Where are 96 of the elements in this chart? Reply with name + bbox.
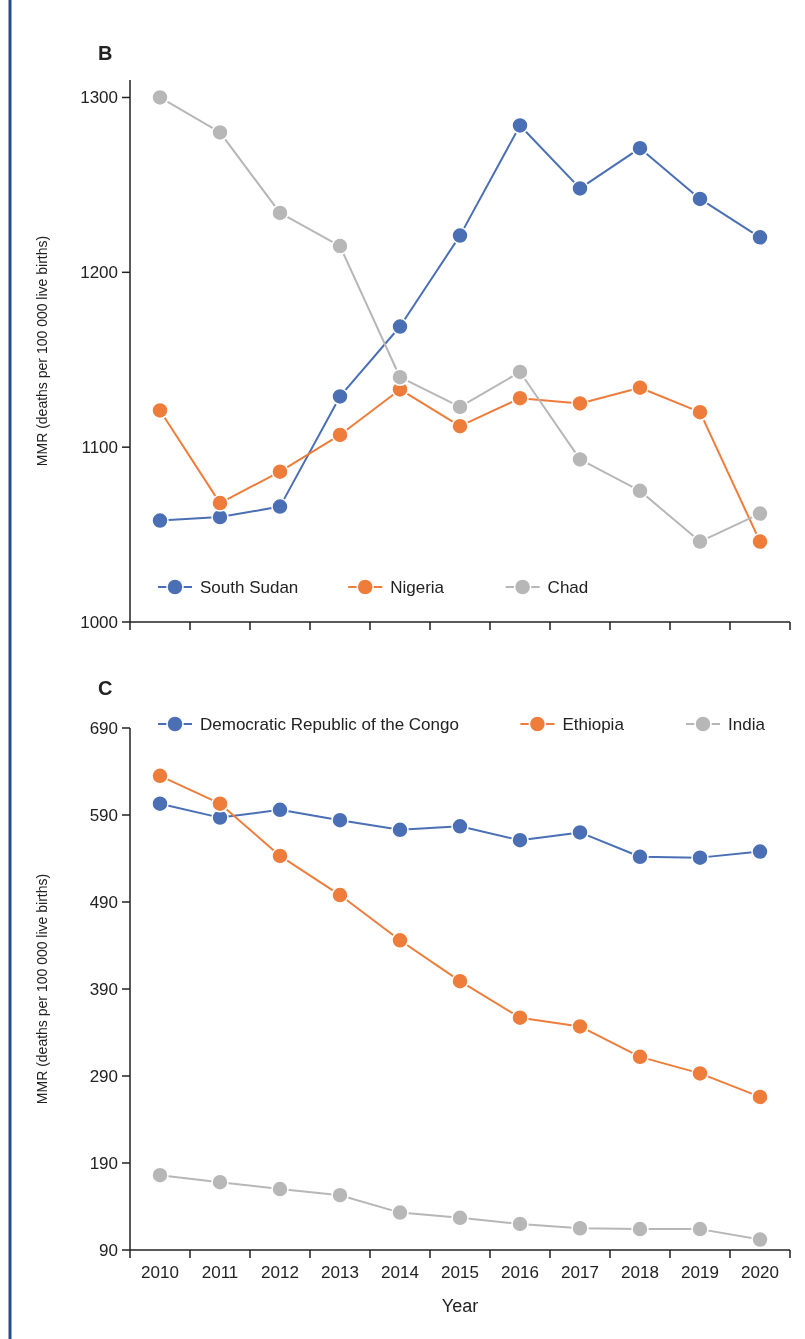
y-tick-label: 1000	[80, 613, 118, 632]
x-tick-label: 2016	[501, 1263, 539, 1282]
point	[631, 139, 649, 157]
x-tick-label: 2020	[741, 1263, 779, 1282]
point	[631, 848, 649, 866]
y-axis-title: MMR (deaths per 100 000 live births)	[34, 235, 50, 467]
point	[451, 398, 469, 416]
point	[331, 237, 349, 255]
point	[631, 378, 649, 397]
x-tick-label: 2015	[441, 1263, 479, 1282]
point	[511, 116, 529, 135]
point	[511, 831, 529, 849]
point	[391, 931, 409, 950]
point	[631, 1220, 649, 1238]
point	[631, 482, 649, 500]
point	[571, 823, 589, 842]
point	[631, 1048, 649, 1066]
x-tick-label: 2018	[621, 1263, 659, 1282]
x-tick-label: 2014	[381, 1263, 419, 1282]
y-tick-label: 490	[89, 893, 118, 912]
point	[391, 368, 409, 386]
point	[451, 226, 469, 245]
point	[331, 426, 349, 444]
point	[151, 511, 169, 530]
y-tick-label: 390	[89, 980, 118, 999]
x-tick-label: 2019	[681, 1263, 719, 1282]
point	[271, 462, 289, 481]
legend-label: Democratic Republic of the Congo	[200, 715, 459, 734]
point	[571, 1219, 589, 1237]
point	[451, 817, 469, 836]
y-axis-title: MMR (deaths per 100 000 live births)	[34, 873, 50, 1105]
legend-label: South Sudan	[200, 578, 299, 597]
legend-label: Chad	[547, 578, 589, 597]
point	[571, 394, 589, 413]
chart-title: C	[98, 677, 113, 699]
y-tick-label: 1200	[80, 263, 118, 283]
point	[751, 1088, 769, 1106]
point	[691, 848, 709, 867]
point	[271, 801, 289, 819]
point	[271, 847, 289, 865]
y-tick-label: 1300	[80, 88, 118, 108]
point	[451, 1209, 469, 1227]
x-tick-label: 2013	[321, 1263, 359, 1282]
point	[511, 1215, 529, 1233]
x-tick-label: 2011	[201, 1263, 239, 1282]
point	[211, 794, 229, 813]
y-tick-label: 1100	[81, 438, 118, 458]
y-tick-label: 90	[99, 1241, 118, 1260]
point	[211, 494, 229, 512]
point	[751, 228, 769, 247]
point	[391, 821, 409, 839]
point	[391, 317, 409, 336]
point	[691, 190, 709, 208]
chart-title: B	[98, 42, 113, 64]
point	[751, 532, 769, 551]
point	[151, 1166, 169, 1184]
point	[331, 811, 349, 829]
point	[151, 401, 169, 420]
point	[511, 1008, 529, 1027]
point	[571, 179, 589, 198]
legend-label: Ethiopia	[562, 715, 625, 734]
point	[211, 1173, 229, 1191]
y-tick-label: 290	[89, 1067, 118, 1086]
legend-label: Nigeria	[390, 578, 445, 597]
point	[691, 403, 709, 421]
y-tick-label: 690	[89, 719, 118, 738]
x-tick-label: 2017	[561, 1263, 599, 1282]
point	[691, 532, 709, 551]
x-tick-label: 2010	[141, 1263, 179, 1282]
point	[271, 204, 289, 222]
point	[271, 1180, 289, 1198]
point	[391, 1203, 409, 1222]
point	[451, 972, 469, 990]
point	[511, 389, 529, 407]
y-tick-label: 590	[89, 806, 118, 825]
point	[331, 387, 349, 406]
point	[271, 497, 289, 516]
point	[151, 767, 169, 785]
x-tick-label: 2012	[261, 1263, 299, 1282]
point	[331, 886, 349, 904]
point	[691, 1220, 709, 1238]
x-axis-title: Year	[441, 1296, 479, 1316]
point	[151, 794, 169, 813]
point	[751, 504, 769, 523]
point	[691, 1064, 709, 1083]
point	[331, 1186, 349, 1204]
point	[511, 363, 529, 381]
y-tick-label: 190	[89, 1154, 118, 1173]
point	[571, 1017, 589, 1036]
point	[451, 417, 469, 435]
point	[571, 450, 589, 469]
point	[151, 88, 169, 107]
legend-label: India	[728, 715, 766, 734]
point	[751, 1230, 769, 1249]
point	[211, 123, 229, 142]
point	[751, 842, 769, 861]
